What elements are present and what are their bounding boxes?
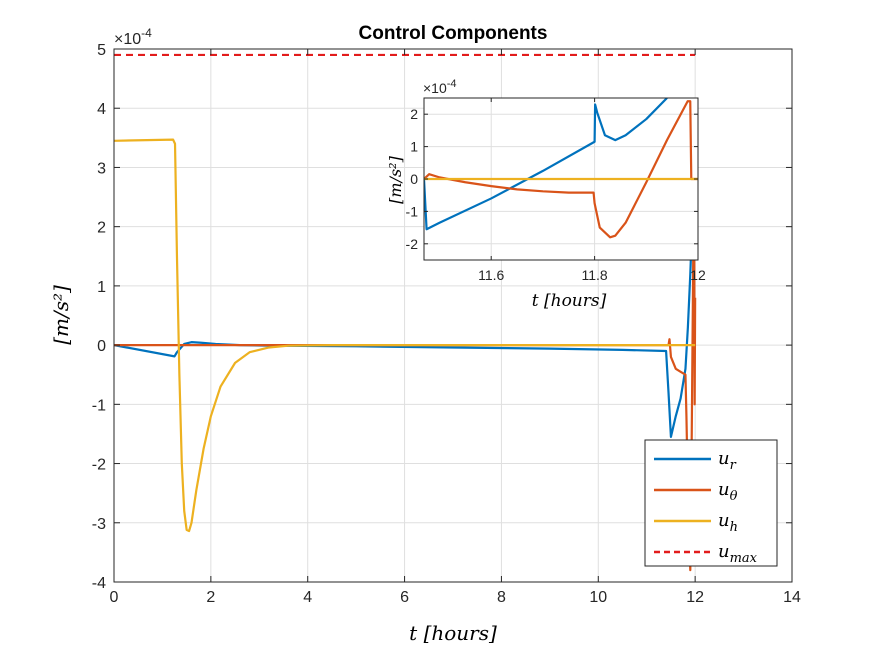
inset-y-exponent: ×10-4 <box>423 78 457 96</box>
main-x-tick-label: 14 <box>783 589 801 606</box>
main-y-tick-label: -3 <box>92 516 106 533</box>
inset-y-tick-label: 0 <box>410 171 418 187</box>
legend-label-u-theta: uθ <box>718 479 738 504</box>
main-series-u-theta <box>114 201 697 572</box>
inset-series-u-r <box>424 98 668 231</box>
main-x-axis-label: t [hours] <box>409 621 497 645</box>
main-y-tick-label: 3 <box>97 160 106 177</box>
main-y-tick-label: 4 <box>97 101 106 118</box>
main-series-u-r <box>114 208 694 439</box>
legend-box <box>644 439 778 567</box>
inset-y-tick-label: -1 <box>406 203 419 219</box>
main-y-tick-label: 2 <box>97 220 106 237</box>
inset-y-axis-label: [m/s²] <box>386 155 405 203</box>
main-x-tick-label: 10 <box>589 589 607 606</box>
main-y-tick-label: 5 <box>97 42 106 59</box>
legend: ur uθ uh umax <box>644 439 778 567</box>
legend-label-u-r: ur <box>718 448 737 473</box>
inset-y-exponent-base: ×10 <box>423 80 447 96</box>
main-y-axis-label: [m/s²] <box>49 285 73 345</box>
inset-series-u-theta <box>424 100 698 239</box>
main-y-exponent-power: -4 <box>141 26 152 40</box>
inset-x-tick-label: 11.6 <box>478 267 504 283</box>
main-x-tick-label: 6 <box>400 589 409 606</box>
inset-x-tick-label: 11.8 <box>581 267 607 283</box>
main-y-tick-label: -2 <box>92 457 106 474</box>
main-y-tick-label: -1 <box>92 397 106 414</box>
main-y-tick-label: -4 <box>92 575 106 592</box>
main-y-exponent: ×10-4 <box>114 26 152 48</box>
main-x-tick-label: 4 <box>303 589 312 606</box>
legend-label-u-max: umax <box>718 541 758 566</box>
main-axis-box <box>113 48 793 583</box>
main-y-exponent-base: ×10 <box>114 31 141 48</box>
inset-x-tick-label: 12 <box>690 267 706 283</box>
inset-y-tick-label: 2 <box>410 106 418 122</box>
inset-y-exponent-power: -4 <box>447 78 457 90</box>
legend-label-u-h: uh <box>718 510 738 535</box>
inset-y-tick-label: 1 <box>410 139 418 155</box>
inset-x-axis-label: t [hours] <box>532 291 607 311</box>
main-y-tick-label: 1 <box>97 279 106 296</box>
legend-items: ur uθ uh umax <box>654 448 758 566</box>
main-x-tick-label: 0 <box>110 589 119 606</box>
main-x-tick-label: 8 <box>497 589 506 606</box>
main-series-u-h <box>114 138 696 533</box>
inset-series-layer <box>424 98 698 239</box>
main-x-tick-label: 2 <box>206 589 215 606</box>
main-x-tick-label: 12 <box>686 589 704 606</box>
inset-y-tick-label: -2 <box>406 236 419 252</box>
chart-title: Control Components <box>359 23 548 44</box>
main-y-tick-label: 0 <box>97 338 106 355</box>
